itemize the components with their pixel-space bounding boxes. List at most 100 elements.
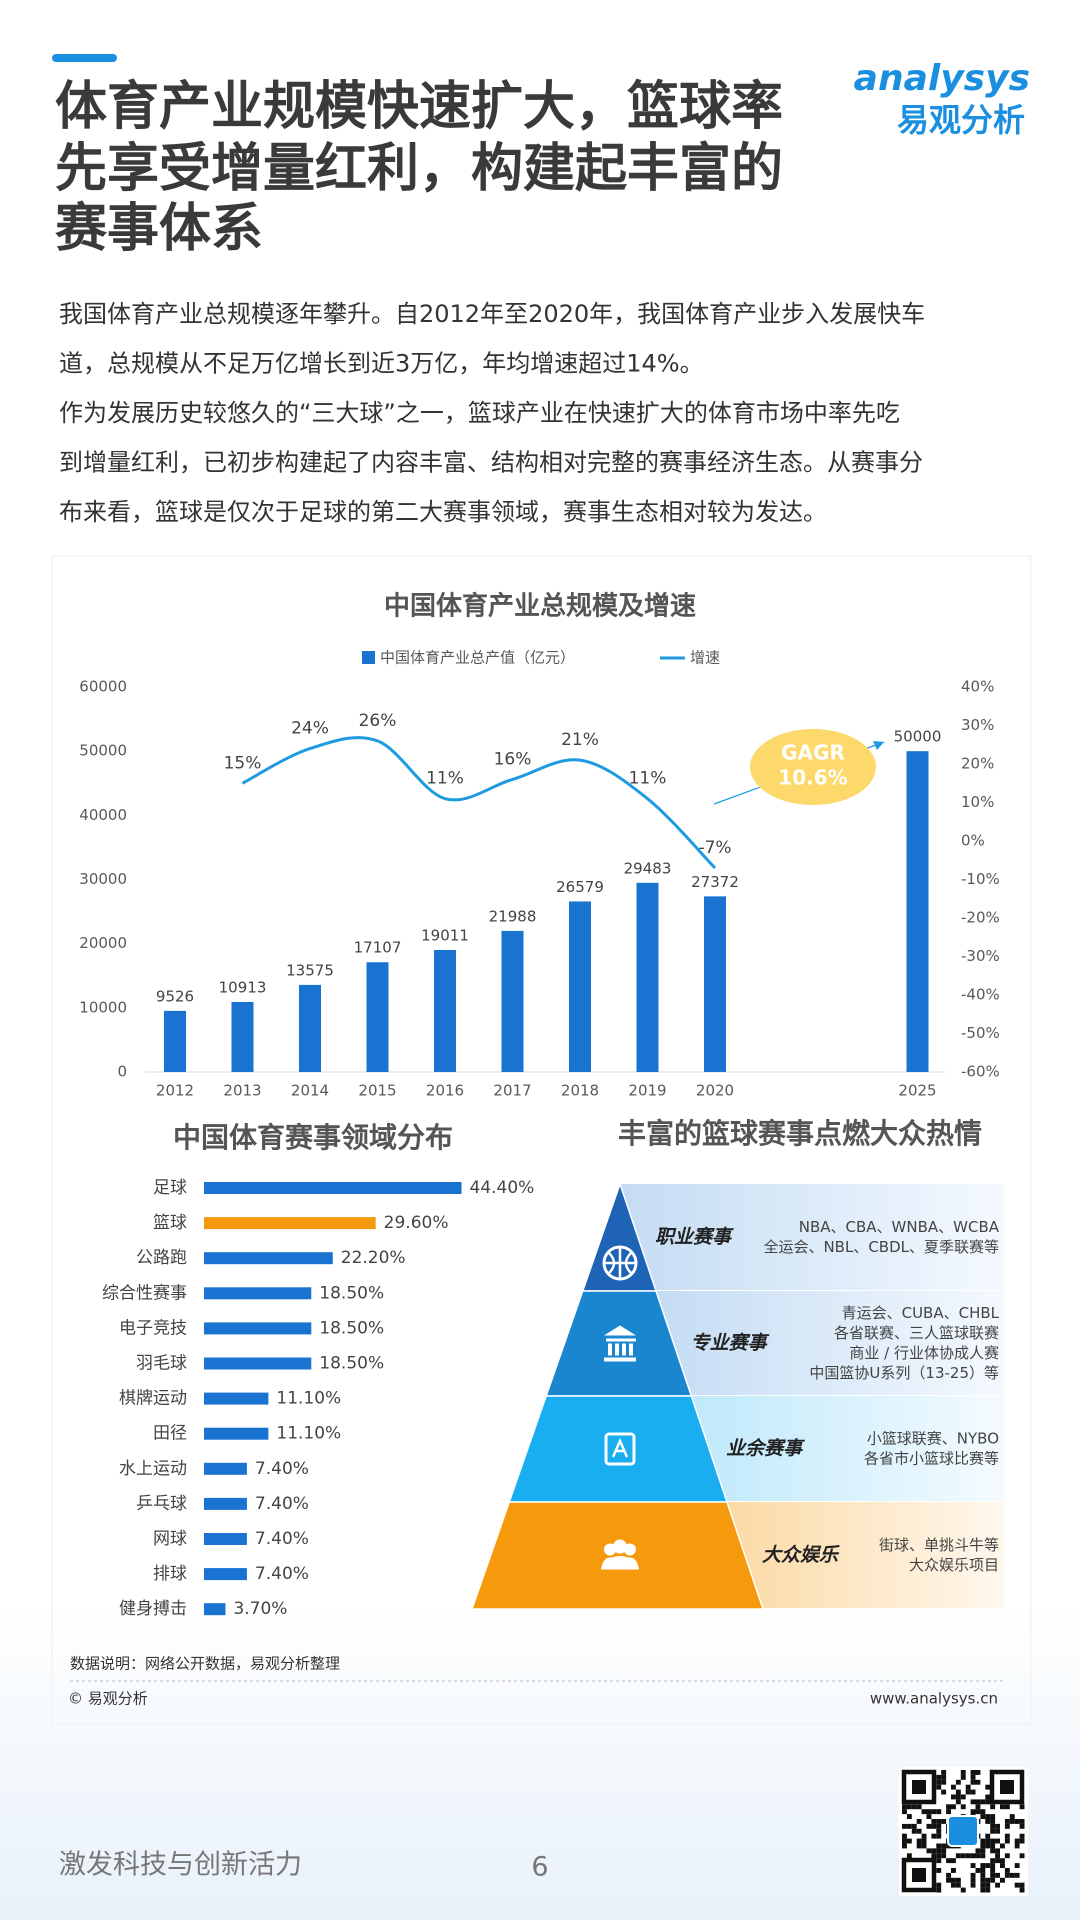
y2-tick-label: 40% <box>961 678 994 696</box>
qr-module <box>985 1814 991 1819</box>
x-tick-label: 2020 <box>696 1082 734 1100</box>
qr-module <box>965 1853 971 1859</box>
value-label: 7.40% <box>255 1494 309 1514</box>
qr-module <box>902 1809 907 1815</box>
qr-module <box>902 1823 907 1829</box>
qr-module <box>936 1833 942 1839</box>
annotation-arrowhead <box>873 741 884 750</box>
qr-module <box>995 1828 1000 1834</box>
qr-module <box>936 1828 942 1834</box>
qr-module <box>985 1794 991 1800</box>
qr-module <box>936 1784 942 1790</box>
qr-module <box>916 1843 922 1849</box>
paragraph-line: 作为发展历史较悠久的“三大球”之一，篮球产业在快速扩大的体育市场中率先吃 <box>59 399 900 427</box>
qr-module <box>970 1774 976 1780</box>
qr-module <box>941 1819 947 1824</box>
qr-module <box>931 1823 937 1829</box>
bar-value-label: 13575 <box>286 961 334 979</box>
qr-module <box>941 1774 947 1780</box>
qr-module <box>970 1877 976 1883</box>
qr-module <box>955 1779 961 1785</box>
qr-module <box>1004 1868 1010 1873</box>
qr-code <box>899 1767 1028 1896</box>
qr-module <box>1004 1872 1010 1878</box>
tier-description: 各省市小篮球比赛等 <box>864 1450 999 1468</box>
qr-module <box>936 1882 942 1888</box>
qr-module <box>946 1858 951 1864</box>
icon <box>604 1432 636 1466</box>
qr-module <box>946 1843 951 1849</box>
x-tick-label: 2015 <box>358 1082 396 1100</box>
x-tick-label: 2018 <box>561 1082 599 1100</box>
tier-description: 全运会、NBL、CBDL、夏季联赛等 <box>763 1238 999 1256</box>
bar <box>204 1182 462 1194</box>
qr-module <box>951 1882 956 1888</box>
qr-module <box>985 1863 991 1868</box>
qr-module <box>936 1858 942 1864</box>
category-label: 公路跑 <box>136 1248 187 1268</box>
qr-module <box>941 1770 947 1775</box>
qr-module <box>921 1833 927 1839</box>
value-label: 11.10% <box>276 1389 341 1409</box>
qr-module <box>926 1848 932 1854</box>
qr-module <box>902 1833 907 1839</box>
qr-finder <box>901 1769 937 1805</box>
bar-value-label: 29483 <box>624 859 672 877</box>
qr-module <box>960 1794 966 1800</box>
icon <box>604 1325 636 1362</box>
page-number: 6 <box>531 1852 548 1883</box>
bar <box>569 901 591 1072</box>
bar-value-label: 50000 <box>894 728 942 746</box>
value-label: 22.20% <box>341 1248 406 1268</box>
bar <box>204 1392 269 1405</box>
bar <box>204 1568 247 1581</box>
paragraph-line: 我国体育产业总规模逐年攀升。自2012年至2020年，我国体育产业步入发展快车 <box>59 300 925 328</box>
qr-logo <box>947 1815 979 1847</box>
copyright: © 易观分析 <box>68 1690 148 1708</box>
qr-module <box>902 1843 907 1849</box>
qr-module <box>941 1848 947 1854</box>
qr-module <box>955 1799 961 1805</box>
value-label: 18.50% <box>319 1318 384 1338</box>
y-tick-label: 40000 <box>79 806 127 824</box>
qr-module <box>985 1799 991 1805</box>
qr-module <box>906 1853 912 1859</box>
line-value-label: -7% <box>698 838 731 858</box>
qr-module <box>1014 1819 1020 1824</box>
qr-module <box>946 1877 951 1883</box>
qr-module <box>1014 1843 1020 1849</box>
annotation-text: 10.6% <box>778 766 847 790</box>
tier-band <box>691 1396 1004 1502</box>
qr-module <box>995 1848 1000 1854</box>
tier-band <box>726 1502 1004 1609</box>
bar <box>204 1252 333 1265</box>
y2-tick-label: -30% <box>961 947 1000 965</box>
tier-description: 小篮球联赛、NYBO <box>867 1430 999 1448</box>
paragraph-line: 布来看，篮球是仅次于足球的第二大赛事领域，赛事生态相对较为发达。 <box>59 498 827 526</box>
qr-module <box>911 1804 917 1810</box>
paragraph-line: 到增量红利，已初步构建起了内容丰富、结构相对完整的赛事经济生态。从赛事分 <box>59 449 923 477</box>
qr-module <box>985 1784 991 1790</box>
qr-module <box>916 1819 922 1824</box>
bar-value-label: 9526 <box>156 987 194 1005</box>
value-label: 7.40% <box>255 1564 309 1584</box>
qr-module <box>970 1799 976 1805</box>
qr-module <box>936 1887 942 1893</box>
category-label: 乒乓球 <box>136 1494 187 1514</box>
qr-module <box>1009 1814 1015 1819</box>
qr-module <box>975 1804 981 1810</box>
qr-module <box>1009 1872 1015 1878</box>
line-value-label: 16% <box>494 749 532 769</box>
value-label: 18.50% <box>319 1283 384 1303</box>
bar <box>434 950 456 1072</box>
qr-module <box>936 1809 942 1815</box>
icon <box>613 1539 627 1554</box>
qr-module <box>975 1848 981 1854</box>
bar <box>366 962 389 1072</box>
tier-description: 各省联赛、三人篮球联赛 <box>834 1324 999 1342</box>
y2-tick-label: 10% <box>961 793 994 811</box>
qr-module <box>931 1819 937 1824</box>
